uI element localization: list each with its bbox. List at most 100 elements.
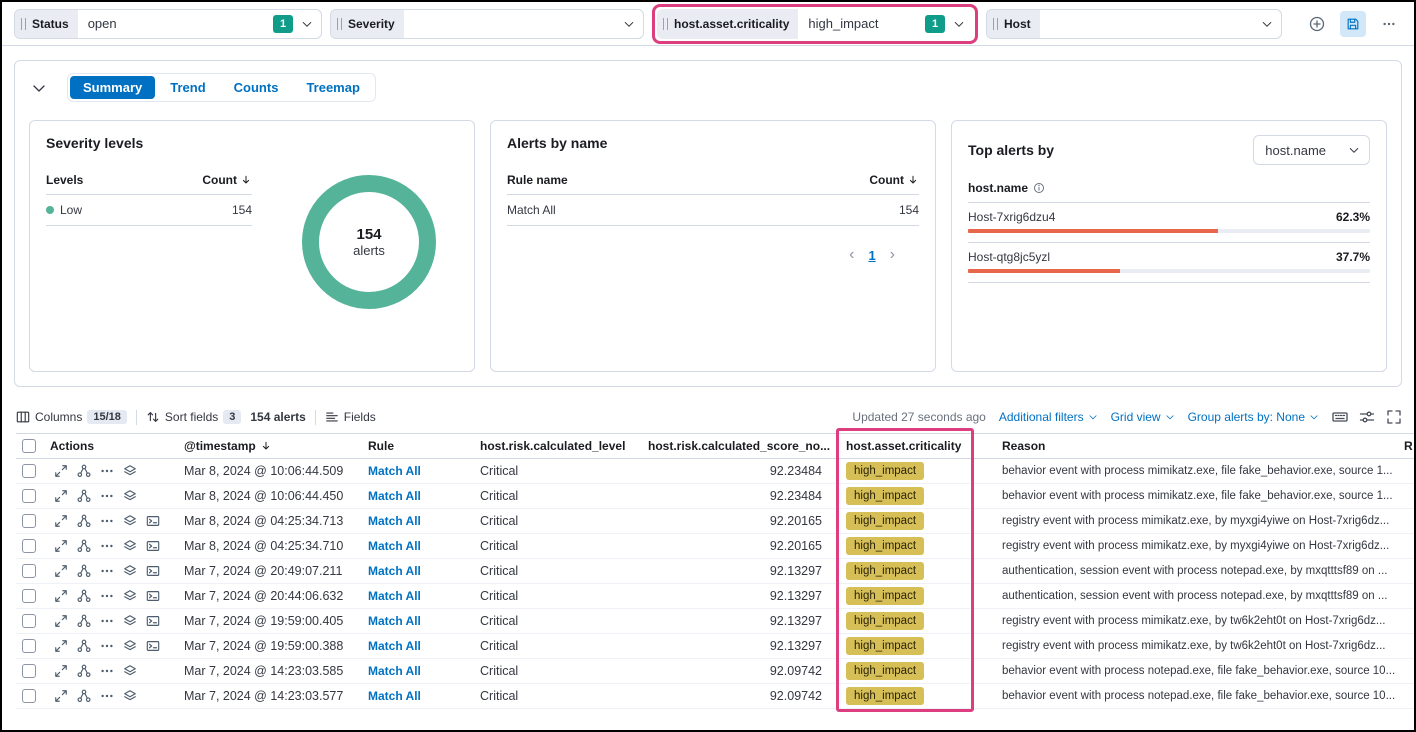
expand-alert-icon[interactable] (54, 564, 68, 578)
analyze-event-icon[interactable] (77, 639, 91, 653)
expand-alert-icon[interactable] (54, 639, 68, 653)
expand-alert-icon[interactable] (54, 689, 68, 703)
more-alert-actions-icon[interactable] (100, 489, 114, 503)
filter-host[interactable]: Host (986, 8, 1282, 39)
more-alert-actions-icon[interactable] (100, 464, 114, 478)
analyze-event-icon[interactable] (77, 689, 91, 703)
risk-score-header[interactable]: host.risk.calculated_score_no... (648, 439, 831, 453)
investigate-timeline-icon[interactable] (123, 589, 137, 603)
rule-link[interactable]: Match All (368, 564, 421, 578)
tab-trend[interactable]: Trend (170, 80, 206, 95)
additional-filters-button[interactable]: Additional filters (999, 410, 1098, 424)
save-query-icon[interactable] (1340, 10, 1366, 37)
analyze-event-icon[interactable] (77, 564, 91, 578)
more-alert-actions-icon[interactable] (100, 514, 114, 528)
analyze-event-icon[interactable] (77, 589, 91, 603)
select-all-checkbox[interactable] (22, 439, 36, 453)
expand-alert-icon[interactable] (54, 589, 68, 603)
chevron-down-icon[interactable] (623, 18, 635, 30)
row-checkbox[interactable] (22, 464, 36, 478)
session-view-icon[interactable] (146, 564, 160, 578)
row-checkbox[interactable] (22, 639, 36, 653)
chevron-down-icon[interactable] (1261, 18, 1273, 30)
page-number[interactable]: 1 (868, 247, 876, 263)
timestamp-header[interactable]: @timestamp (184, 439, 364, 453)
investigate-timeline-icon[interactable] (123, 464, 137, 478)
reason-header[interactable]: Reason (1002, 439, 1046, 453)
prev-page-icon[interactable]: ‹ (849, 246, 855, 263)
rule-link[interactable]: Match All (368, 689, 421, 703)
analyze-event-icon[interactable] (77, 464, 91, 478)
rule-link[interactable]: Match All (368, 639, 421, 653)
risk-level-header[interactable]: host.risk.calculated_level (480, 439, 626, 453)
info-icon[interactable] (1033, 182, 1045, 194)
investigate-timeline-icon[interactable] (123, 539, 137, 553)
more-alert-actions-icon[interactable] (100, 689, 114, 703)
rule-link[interactable]: Match All (368, 664, 421, 678)
analyze-event-icon[interactable] (77, 489, 91, 503)
analyze-event-icon[interactable] (77, 514, 91, 528)
analyze-event-icon[interactable] (77, 664, 91, 678)
sort-fields-button[interactable]: Sort fields 3 (146, 410, 242, 424)
rule-link[interactable]: Match All (368, 614, 421, 628)
row-checkbox[interactable] (22, 514, 36, 528)
session-view-icon[interactable] (146, 614, 160, 628)
expand-alert-icon[interactable] (54, 539, 68, 553)
top-alerts-field-select[interactable]: host.name (1253, 135, 1370, 165)
keyboard-shortcuts-icon[interactable] (1332, 409, 1348, 425)
expand-alert-icon[interactable] (54, 614, 68, 628)
investigate-timeline-icon[interactable] (123, 489, 137, 503)
collapse-charts-icon[interactable] (29, 78, 49, 98)
columns-button[interactable]: Columns 15/18 (16, 410, 127, 424)
more-alert-actions-icon[interactable] (100, 539, 114, 553)
rule-header[interactable]: Rule (368, 439, 395, 453)
criticality-header[interactable]: host.asset.criticality (846, 439, 962, 453)
investigate-timeline-icon[interactable] (123, 689, 137, 703)
row-checkbox[interactable] (22, 589, 36, 603)
more-alert-actions-icon[interactable] (100, 639, 114, 653)
session-view-icon[interactable] (146, 514, 160, 528)
chevron-down-icon[interactable] (301, 18, 313, 30)
more-alert-actions-icon[interactable] (100, 589, 114, 603)
display-options-icon[interactable] (1359, 409, 1375, 425)
rule-link[interactable]: Match All (368, 514, 421, 528)
severity-count-header[interactable]: Count (202, 173, 237, 187)
group-alerts-button[interactable]: Group alerts by: None (1188, 410, 1319, 424)
more-alert-actions-icon[interactable] (100, 664, 114, 678)
chevron-down-icon[interactable] (953, 18, 965, 30)
more-options-icon[interactable] (1376, 11, 1402, 37)
analyze-event-icon[interactable] (77, 614, 91, 628)
more-alert-actions-icon[interactable] (100, 614, 114, 628)
tab-counts[interactable]: Counts (233, 80, 279, 95)
investigate-timeline-icon[interactable] (123, 664, 137, 678)
analyze-event-icon[interactable] (77, 539, 91, 553)
fullscreen-icon[interactable] (1386, 409, 1402, 425)
row-checkbox[interactable] (22, 564, 36, 578)
row-checkbox[interactable] (22, 539, 36, 553)
count-header[interactable]: Count (869, 173, 904, 187)
expand-alert-icon[interactable] (54, 664, 68, 678)
session-view-icon[interactable] (146, 639, 160, 653)
rule-link[interactable]: Match All (368, 489, 421, 503)
expand-alert-icon[interactable] (54, 464, 68, 478)
more-alert-actions-icon[interactable] (100, 564, 114, 578)
investigate-timeline-icon[interactable] (123, 614, 137, 628)
next-page-icon[interactable]: › (889, 246, 895, 263)
filter-asset-criticality[interactable]: host.asset.criticality high_impact 1 (657, 8, 973, 39)
filter-severity[interactable]: Severity (330, 8, 644, 39)
grid-view-button[interactable]: Grid view (1111, 410, 1175, 424)
row-checkbox[interactable] (22, 614, 36, 628)
tab-summary[interactable]: Summary (70, 76, 156, 99)
rule-link[interactable]: Match All (368, 589, 421, 603)
expand-alert-icon[interactable] (54, 489, 68, 503)
expand-alert-icon[interactable] (54, 514, 68, 528)
rule-link[interactable]: Match All (368, 539, 421, 553)
add-filter-icon[interactable] (1304, 11, 1330, 37)
fields-button[interactable]: Fields (325, 410, 376, 424)
row-checkbox[interactable] (22, 489, 36, 503)
tab-treemap[interactable]: Treemap (306, 80, 360, 95)
session-view-icon[interactable] (146, 539, 160, 553)
row-checkbox[interactable] (22, 664, 36, 678)
row-checkbox[interactable] (22, 689, 36, 703)
filter-status[interactable]: Status open 1 (14, 8, 322, 39)
